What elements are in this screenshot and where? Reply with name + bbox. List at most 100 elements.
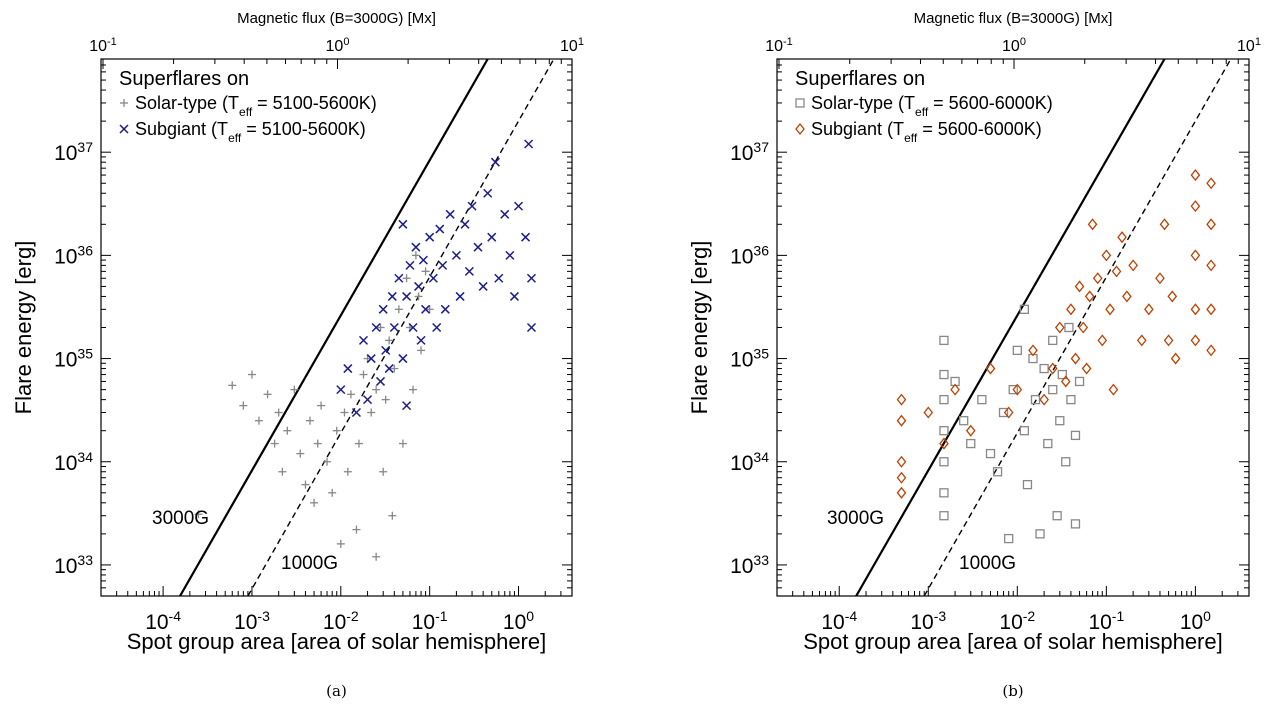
data-point	[939, 335, 949, 346]
data-point	[1060, 375, 1071, 388]
data-point	[1190, 334, 1201, 347]
x-axis-label: Spot group area [area of solar hemispher…	[127, 629, 546, 654]
data-point	[795, 98, 805, 108]
data-point	[896, 414, 907, 427]
data-point	[411, 251, 420, 260]
data-point	[1092, 272, 1103, 285]
data-point	[421, 267, 430, 276]
data-point	[939, 488, 949, 498]
y-tick-label: 1033	[730, 552, 769, 578]
data-point	[270, 439, 279, 448]
top-tick-label: 10-1	[89, 36, 117, 55]
data-point	[1022, 479, 1033, 490]
data-point	[896, 486, 907, 499]
line-1000g	[923, 59, 1232, 596]
data-point	[1105, 303, 1115, 316]
data-point	[1128, 259, 1138, 272]
data-point	[359, 370, 368, 379]
data-point	[939, 369, 949, 380]
data-point	[346, 390, 355, 399]
data-point	[478, 281, 488, 291]
data-point	[939, 426, 949, 436]
data-point	[1190, 303, 1201, 316]
data-point	[464, 266, 474, 276]
data-point	[254, 416, 263, 425]
data-point	[1004, 533, 1014, 544]
data-point	[923, 406, 934, 419]
data-point	[384, 364, 394, 374]
data-point	[278, 467, 287, 476]
top-tick-label: 101	[1237, 36, 1261, 55]
data-point	[1081, 362, 1092, 375]
data-point	[402, 274, 411, 283]
data-point	[977, 394, 987, 405]
data-point	[228, 381, 237, 390]
data-point	[490, 157, 500, 167]
data-point	[483, 188, 493, 198]
data-point	[487, 232, 497, 242]
data-point	[336, 385, 346, 395]
top-axis-label: Magnetic flux (B=3000G) [Mx]	[237, 10, 436, 27]
data-point	[1170, 352, 1181, 365]
data-point	[939, 511, 949, 521]
data-point	[336, 539, 345, 548]
data-point	[317, 401, 326, 410]
data-point	[405, 260, 415, 270]
data-point	[526, 322, 537, 333]
data-point	[521, 232, 531, 242]
data-point	[402, 401, 412, 411]
data-point	[409, 385, 418, 394]
data-point	[500, 209, 510, 219]
data-point	[460, 219, 470, 229]
data-point	[352, 525, 361, 534]
data-point	[296, 449, 305, 458]
data-point	[343, 467, 352, 476]
data-point	[366, 354, 376, 364]
data-point	[414, 281, 424, 291]
x-tick-label: 10-2	[999, 608, 1035, 634]
figure-caption: (a)	[326, 682, 347, 700]
legend-entry: Solar-type (Teff = 5100-5600K)	[135, 93, 377, 119]
data-point	[1012, 345, 1022, 356]
data-point	[896, 393, 907, 406]
data-point	[513, 201, 524, 211]
data-point	[1003, 406, 1014, 419]
line-1000g	[247, 59, 555, 596]
top-tick-label: 100	[1002, 36, 1026, 55]
series-subgiant	[336, 139, 537, 418]
data-point	[1064, 322, 1074, 333]
data-point	[416, 335, 426, 345]
data-point	[1190, 169, 1201, 182]
data-point	[1066, 394, 1076, 405]
data-point	[194, 510, 203, 519]
data-point	[1087, 218, 1098, 231]
data-point	[417, 346, 426, 355]
data-point	[1084, 290, 1095, 303]
data-point	[965, 424, 976, 437]
data-point	[398, 439, 407, 448]
data-point	[494, 273, 504, 283]
data-point	[119, 124, 129, 134]
data-point	[394, 273, 404, 283]
data-point	[120, 99, 128, 107]
data-point	[379, 467, 388, 476]
data-point	[939, 394, 949, 405]
x-tick-label: 10-4	[145, 608, 181, 634]
top-tick-label: 101	[560, 36, 584, 55]
data-point	[1019, 304, 1030, 314]
data-point	[1039, 393, 1049, 406]
data-point	[387, 291, 397, 301]
data-point	[896, 455, 907, 468]
data-point	[1070, 430, 1081, 441]
data-point	[313, 439, 322, 448]
data-point	[985, 362, 996, 375]
data-point	[467, 201, 477, 211]
data-point	[1117, 231, 1127, 244]
data-point	[1066, 303, 1076, 316]
line-3000g	[855, 59, 1166, 596]
data-point	[1097, 334, 1108, 347]
data-point	[390, 364, 399, 373]
x-tick-label: 10-1	[1088, 608, 1124, 634]
figure-caption: (b)	[1002, 682, 1023, 700]
